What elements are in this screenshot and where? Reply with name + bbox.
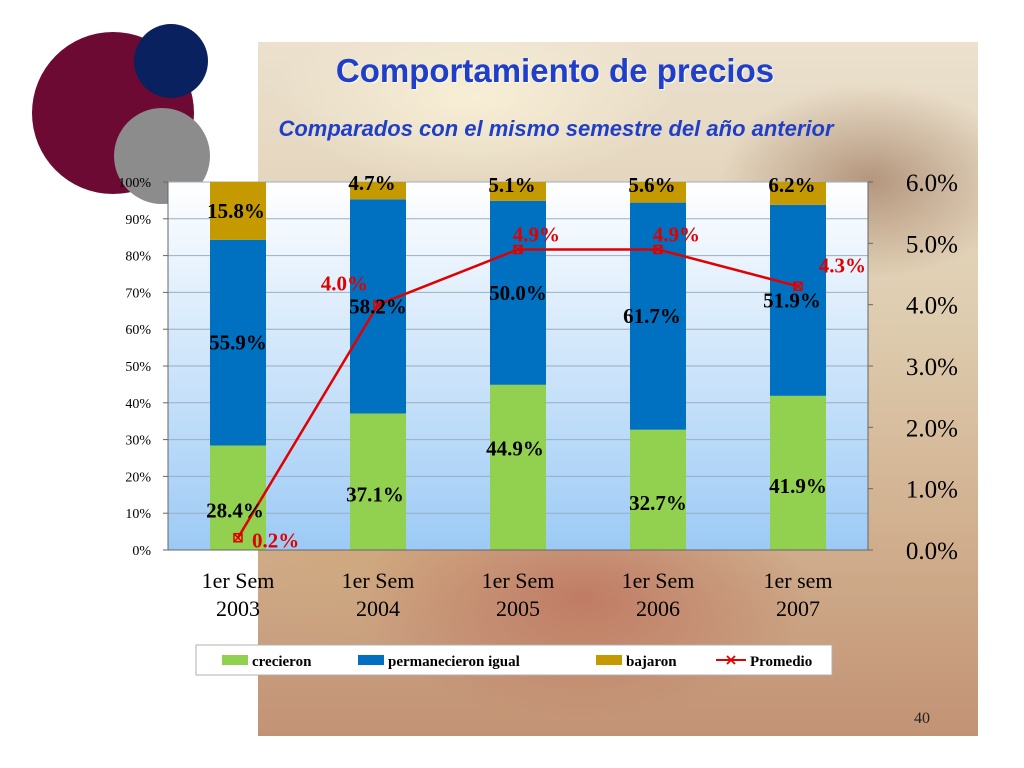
bar-permanecieron-igual	[210, 239, 266, 446]
x-tick-label: 1er Sem	[482, 568, 555, 593]
bar-data-label: 44.9%	[486, 436, 544, 460]
promedio-data-label: 4.9%	[513, 222, 560, 246]
bar-data-label: 55.9%	[209, 331, 267, 355]
bar-data-label: 37.1%	[346, 483, 404, 507]
slide-subtitle: Comparados con el mismo semestre del año…	[278, 116, 834, 141]
promedio-marker-x	[233, 533, 243, 543]
y-tick-label: 90%	[125, 213, 151, 228]
y-tick-label: 40%	[125, 397, 151, 412]
y2-tick-label: 6.0%	[906, 170, 958, 197]
x-tick-label: 1er Sem	[202, 568, 275, 593]
bar-permanecieron-igual	[770, 204, 826, 396]
x-tick-label: 2006	[636, 596, 680, 621]
bar-data-label: 15.8%	[207, 199, 265, 223]
bar-crecieron	[490, 384, 546, 550]
promedio-data-label: 4.0%	[321, 272, 368, 296]
bar-crecieron	[350, 413, 406, 550]
legend-swatch	[222, 655, 248, 665]
promedio-marker-x	[373, 300, 383, 310]
bar-data-label: 4.7%	[348, 171, 395, 195]
bars	[210, 182, 826, 550]
bar-bajaron	[490, 182, 546, 201]
x-tick-label: 2005	[496, 596, 540, 621]
bar-bajaron	[630, 182, 686, 203]
promedio-marker	[513, 244, 523, 255]
promedio-line	[233, 244, 803, 543]
bar-bajaron	[770, 182, 826, 205]
y-tick-label: 30%	[125, 434, 151, 449]
promedio-marker-x	[793, 281, 803, 291]
y-tick-label: 50%	[125, 360, 151, 375]
bar-data-label: 5.1%	[488, 173, 535, 197]
promedio-marker	[793, 281, 803, 292]
bar-data-label: 50.0%	[489, 281, 547, 305]
bar-data-label: 5.6%	[628, 173, 675, 197]
promedio-marker-x	[653, 244, 663, 254]
slide-title: Comportamiento de precios	[335, 52, 775, 89]
page-number: 40	[914, 710, 930, 727]
promedio-marker	[653, 244, 663, 255]
y-tick-label: 60%	[125, 323, 151, 338]
y2-tick-label: 5.0%	[906, 231, 958, 258]
promedio-marker	[373, 299, 383, 310]
promedio-marker-x	[513, 244, 523, 254]
x-tick-label: 2003	[216, 596, 260, 621]
y-tick-label: 0%	[132, 544, 151, 559]
bar-crecieron	[630, 429, 686, 550]
x-tick-label: 1er sem	[763, 568, 832, 593]
y2-tick-label: 3.0%	[906, 354, 958, 381]
bar-permanecieron-igual	[630, 202, 686, 430]
bar-permanecieron-igual	[490, 200, 546, 385]
x-tick-label: 1er Sem	[342, 568, 415, 593]
y2-tick-label: 4.0%	[906, 293, 958, 320]
x-tick-label: 2007	[776, 596, 820, 621]
decor-circle-navy	[134, 24, 208, 98]
bar-data-label: 41.9%	[769, 474, 827, 498]
y2-tick-label: 1.0%	[906, 477, 958, 504]
y-tick-label: 70%	[125, 286, 151, 301]
axes: 0% 10% 20% 30% 40% 50% 60% 70% 80% 90% 100% 0.0% 1.0…	[118, 170, 958, 621]
x-tick-label: 1er Sem	[622, 568, 695, 593]
legend-swatch	[596, 655, 622, 665]
bar-bajaron	[350, 182, 406, 200]
promedio-data-label: 4.9%	[653, 222, 700, 246]
bar-data-label: 58.2%	[349, 294, 407, 318]
legend-swatch	[358, 655, 384, 665]
y2-tick-label: 2.0%	[906, 415, 958, 442]
promedio-marker	[233, 532, 243, 543]
legend-label: permanecieron igual	[388, 654, 520, 670]
legend-marker	[726, 655, 736, 665]
bar-bajaron	[210, 182, 266, 240]
legend: crecieron permanecieron igual bajaron Prome…	[195, 644, 833, 676]
bar-data-label: 28.4%	[206, 499, 264, 523]
y-tick-label: 10%	[125, 507, 151, 522]
legend-label: crecieron	[252, 654, 312, 670]
data-labels: 28.4% 55.9% 15.8% 37.1% 58.2% 4.7% 44.9% 50.0% 5…	[206, 171, 866, 553]
bar-crecieron	[210, 445, 266, 550]
y-tick-label: 20%	[125, 470, 151, 485]
bar-data-label: 6.2%	[768, 173, 815, 197]
promedio-data-label: 4.3%	[819, 253, 866, 277]
legend-label: bajaron	[626, 654, 677, 670]
bar-data-label: 51.9%	[763, 288, 821, 312]
y2-tick-label: 0.0%	[906, 538, 958, 565]
bar-crecieron	[770, 395, 826, 550]
y-tick-label: 100%	[118, 176, 151, 191]
bar-data-label: 61.7%	[623, 304, 681, 328]
y-tick-label: 80%	[125, 250, 151, 265]
x-tick-label: 2004	[356, 596, 400, 621]
promedio-data-label: 0.2%	[252, 529, 299, 553]
legend-label: Promedio	[750, 654, 812, 670]
bar-data-label: 32.7%	[629, 491, 687, 515]
